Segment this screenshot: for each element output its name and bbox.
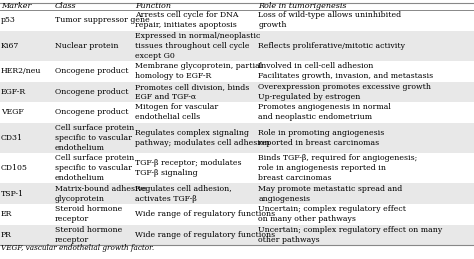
Text: Class: Class xyxy=(55,2,76,10)
Bar xyxy=(0,183,474,204)
Text: Oncogene product: Oncogene product xyxy=(55,88,128,96)
Bar xyxy=(0,153,474,183)
Text: Loss of wild-type allows uninhibited: Loss of wild-type allows uninhibited xyxy=(258,11,401,19)
Text: PR: PR xyxy=(1,231,12,239)
Text: Wide range of regulatory functions: Wide range of regulatory functions xyxy=(135,231,275,239)
Text: CD31: CD31 xyxy=(1,134,23,142)
Text: endothelial cells: endothelial cells xyxy=(135,113,200,121)
Text: Role in promoting angiogenesis: Role in promoting angiogenesis xyxy=(258,129,384,137)
Bar xyxy=(0,10,474,31)
Text: growth: growth xyxy=(258,21,287,29)
Text: receptor: receptor xyxy=(55,236,89,244)
Text: Oncogene product: Oncogene product xyxy=(55,67,128,75)
Text: Steroid hormone: Steroid hormone xyxy=(55,226,122,234)
Text: endothelium: endothelium xyxy=(55,144,104,152)
Text: EGF-R: EGF-R xyxy=(1,88,26,96)
Bar xyxy=(0,204,474,225)
Text: EGF and TGF-α: EGF and TGF-α xyxy=(135,93,196,101)
Text: CD105: CD105 xyxy=(1,164,28,172)
Text: Marker: Marker xyxy=(1,2,31,10)
Text: Regulates complex signaling: Regulates complex signaling xyxy=(135,129,249,137)
Bar xyxy=(0,225,474,245)
Text: receptor: receptor xyxy=(55,215,89,223)
Text: Membrane glycoprotein, partial: Membrane glycoprotein, partial xyxy=(135,62,262,70)
Text: Uncertain; complex regulatory effect on many: Uncertain; complex regulatory effect on … xyxy=(258,226,443,234)
Text: TGF-β receptor; modulates: TGF-β receptor; modulates xyxy=(135,159,242,167)
Text: Regulates cell adhesion,: Regulates cell adhesion, xyxy=(135,185,232,193)
Text: Function: Function xyxy=(135,2,171,10)
Text: angiogenesis: angiogenesis xyxy=(258,195,310,203)
Text: Matrix-bound adhesive: Matrix-bound adhesive xyxy=(55,185,146,193)
Text: role in angiogenesis reported in: role in angiogenesis reported in xyxy=(258,164,386,172)
Text: Binds TGF-β, required for angiogenesis;: Binds TGF-β, required for angiogenesis; xyxy=(258,154,418,162)
Text: Nuclear protein: Nuclear protein xyxy=(55,42,118,50)
Text: TSP-1: TSP-1 xyxy=(1,190,24,198)
Text: Reflects proliferative/mitotic activity: Reflects proliferative/mitotic activity xyxy=(258,42,405,50)
Text: Ki67: Ki67 xyxy=(1,42,19,50)
Text: breast carcinomas: breast carcinomas xyxy=(258,174,332,182)
Text: VEGF, vascular endothelial growth factor.: VEGF, vascular endothelial growth factor… xyxy=(1,244,154,252)
Text: Involved in cell-cell adhesion: Involved in cell-cell adhesion xyxy=(258,62,374,70)
Text: Cell surface protein: Cell surface protein xyxy=(55,154,134,162)
Bar xyxy=(0,61,474,82)
Text: repair, initiates apoptosis: repair, initiates apoptosis xyxy=(135,21,237,29)
Text: on many other pathways: on many other pathways xyxy=(258,215,356,223)
Text: Arrests cell cycle for DNA: Arrests cell cycle for DNA xyxy=(135,11,238,19)
Text: Wide range of regulatory functions: Wide range of regulatory functions xyxy=(135,210,275,218)
Text: ER: ER xyxy=(1,210,12,218)
Text: Promotes angiogenesis in normal: Promotes angiogenesis in normal xyxy=(258,103,391,111)
Text: tissues throughout cell cycle: tissues throughout cell cycle xyxy=(135,42,250,50)
Text: Up-regulated by estrogen: Up-regulated by estrogen xyxy=(258,93,361,101)
Text: Cell surface protein: Cell surface protein xyxy=(55,124,134,132)
Text: Oncogene product: Oncogene product xyxy=(55,109,128,116)
Bar xyxy=(0,123,474,153)
Text: endothelium: endothelium xyxy=(55,174,104,182)
Text: HER2/neu: HER2/neu xyxy=(1,67,41,75)
Text: Tumor suppressor gene: Tumor suppressor gene xyxy=(55,16,149,24)
Text: p53: p53 xyxy=(1,16,16,24)
Text: VEGF: VEGF xyxy=(1,109,24,116)
Text: Overexpression promotes excessive growth: Overexpression promotes excessive growth xyxy=(258,83,431,91)
Text: reported in breast carcinomas: reported in breast carcinomas xyxy=(258,139,380,147)
Text: TGF-β signaling: TGF-β signaling xyxy=(135,169,198,177)
Text: Facilitates growth, invasion, and metastasis: Facilitates growth, invasion, and metast… xyxy=(258,72,433,80)
Text: Uncertain; complex regulatory effect: Uncertain; complex regulatory effect xyxy=(258,205,406,213)
Text: specific to vascular: specific to vascular xyxy=(55,134,131,142)
Text: Role in tumorigenesis: Role in tumorigenesis xyxy=(258,2,347,10)
Text: activates TGF-β: activates TGF-β xyxy=(135,195,197,203)
Text: glycoprotein: glycoprotein xyxy=(55,195,104,203)
Text: and neoplastic endometrium: and neoplastic endometrium xyxy=(258,113,373,121)
Text: other pathways: other pathways xyxy=(258,236,320,244)
Bar xyxy=(0,102,474,123)
Text: except G0: except G0 xyxy=(135,52,175,60)
Text: Steroid hormone: Steroid hormone xyxy=(55,205,122,213)
Text: Mitogen for vascular: Mitogen for vascular xyxy=(135,103,219,111)
Text: homology to EGF-R: homology to EGF-R xyxy=(135,72,211,80)
Text: pathway; modulates cell adhesion: pathway; modulates cell adhesion xyxy=(135,139,270,147)
Bar xyxy=(0,31,474,61)
Text: May promote metastatic spread and: May promote metastatic spread and xyxy=(258,185,402,193)
Text: specific to vascular: specific to vascular xyxy=(55,164,131,172)
Text: Expressed in normal/neoplastic: Expressed in normal/neoplastic xyxy=(135,32,261,40)
Bar xyxy=(0,82,474,102)
Text: Promotes cell division, binds: Promotes cell division, binds xyxy=(135,83,249,91)
